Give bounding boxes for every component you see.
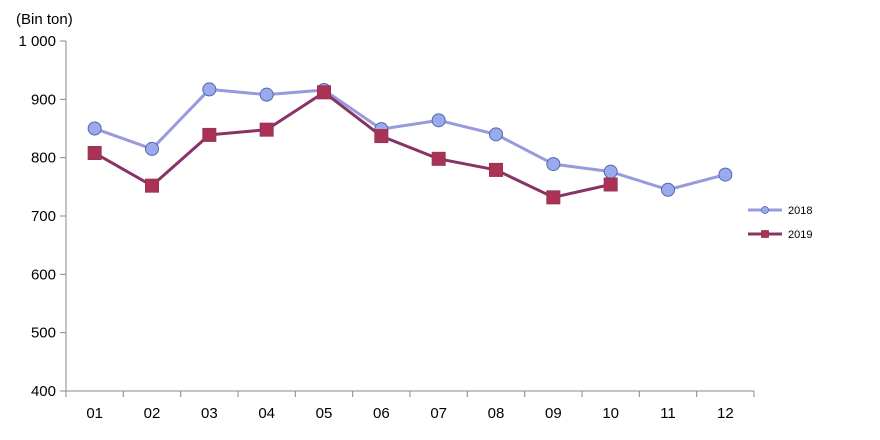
legend: 2018 2019 (748, 205, 812, 241)
x-tick-label: 04 (258, 405, 275, 422)
x-tick-label: 10 (602, 405, 619, 422)
data-point-2018 (202, 82, 217, 97)
data-point-2019 (145, 178, 159, 193)
data-point-2019 (317, 85, 331, 100)
data-point-2018 (259, 87, 274, 102)
series-layer (87, 82, 733, 205)
x-tick-label: 02 (144, 405, 161, 422)
data-point-2019 (489, 162, 503, 177)
y-tick-label: 1 000 (18, 33, 56, 50)
y-tick-label: 500 (31, 325, 56, 342)
data-point-2019 (87, 146, 102, 160)
legend-swatch-marker (761, 230, 769, 238)
y-tick-label: 600 (31, 266, 56, 283)
axes: 400 500 600 700 800 900 1 000 01 02 03 04 05 06 07 08 0… (18, 33, 755, 422)
data-point-2019 (546, 190, 561, 205)
data-point-2018 (145, 141, 159, 156)
series-2018 (87, 82, 733, 197)
x-tick-label: 12 (717, 405, 734, 422)
y-tick-label: 700 (31, 208, 56, 225)
y-tick-label: 800 (31, 150, 56, 167)
data-point-2019 (603, 177, 618, 192)
data-point-2018 (661, 182, 675, 197)
x-tick-label: 06 (373, 405, 390, 422)
legend-swatch-marker (761, 206, 769, 214)
x-tick-label: 08 (488, 405, 505, 422)
data-point-2018 (718, 167, 733, 182)
x-tick-label: 07 (430, 405, 447, 422)
series-line-2019 (93, 90, 611, 199)
series-line-2018 (94, 87, 726, 192)
legend-item-2019: 2019 (748, 229, 812, 241)
data-point-2019 (374, 129, 389, 144)
data-point-2018 (546, 157, 561, 172)
data-point-2018 (489, 127, 503, 142)
y-tick-label: 400 (31, 383, 56, 400)
data-point-2019 (431, 151, 446, 166)
y-unit-label: (Bin ton) (16, 11, 73, 28)
series-2019 (87, 85, 618, 205)
data-point-2019 (259, 122, 274, 137)
data-point-2018 (431, 113, 446, 128)
data-point-2019 (202, 127, 217, 142)
x-tick-label: 11 (660, 405, 676, 422)
x-tick-label: 03 (201, 405, 218, 422)
x-tick-label: 09 (545, 405, 562, 422)
legend-label: 2018 (788, 205, 812, 217)
data-point-2018 (87, 121, 102, 136)
legend-item-2018: 2018 (748, 205, 812, 217)
y-tick-label: 900 (31, 91, 56, 108)
data-point-2018 (603, 164, 618, 179)
x-tick-label: 01 (86, 405, 103, 422)
legend-label: 2019 (788, 229, 812, 241)
x-tick-label: 05 (316, 405, 333, 422)
